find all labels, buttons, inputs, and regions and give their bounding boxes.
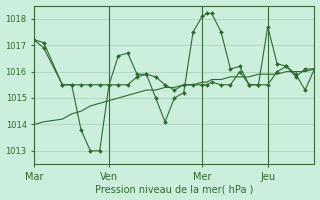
X-axis label: Pression niveau de la mer( hPa ): Pression niveau de la mer( hPa ) <box>95 184 253 194</box>
